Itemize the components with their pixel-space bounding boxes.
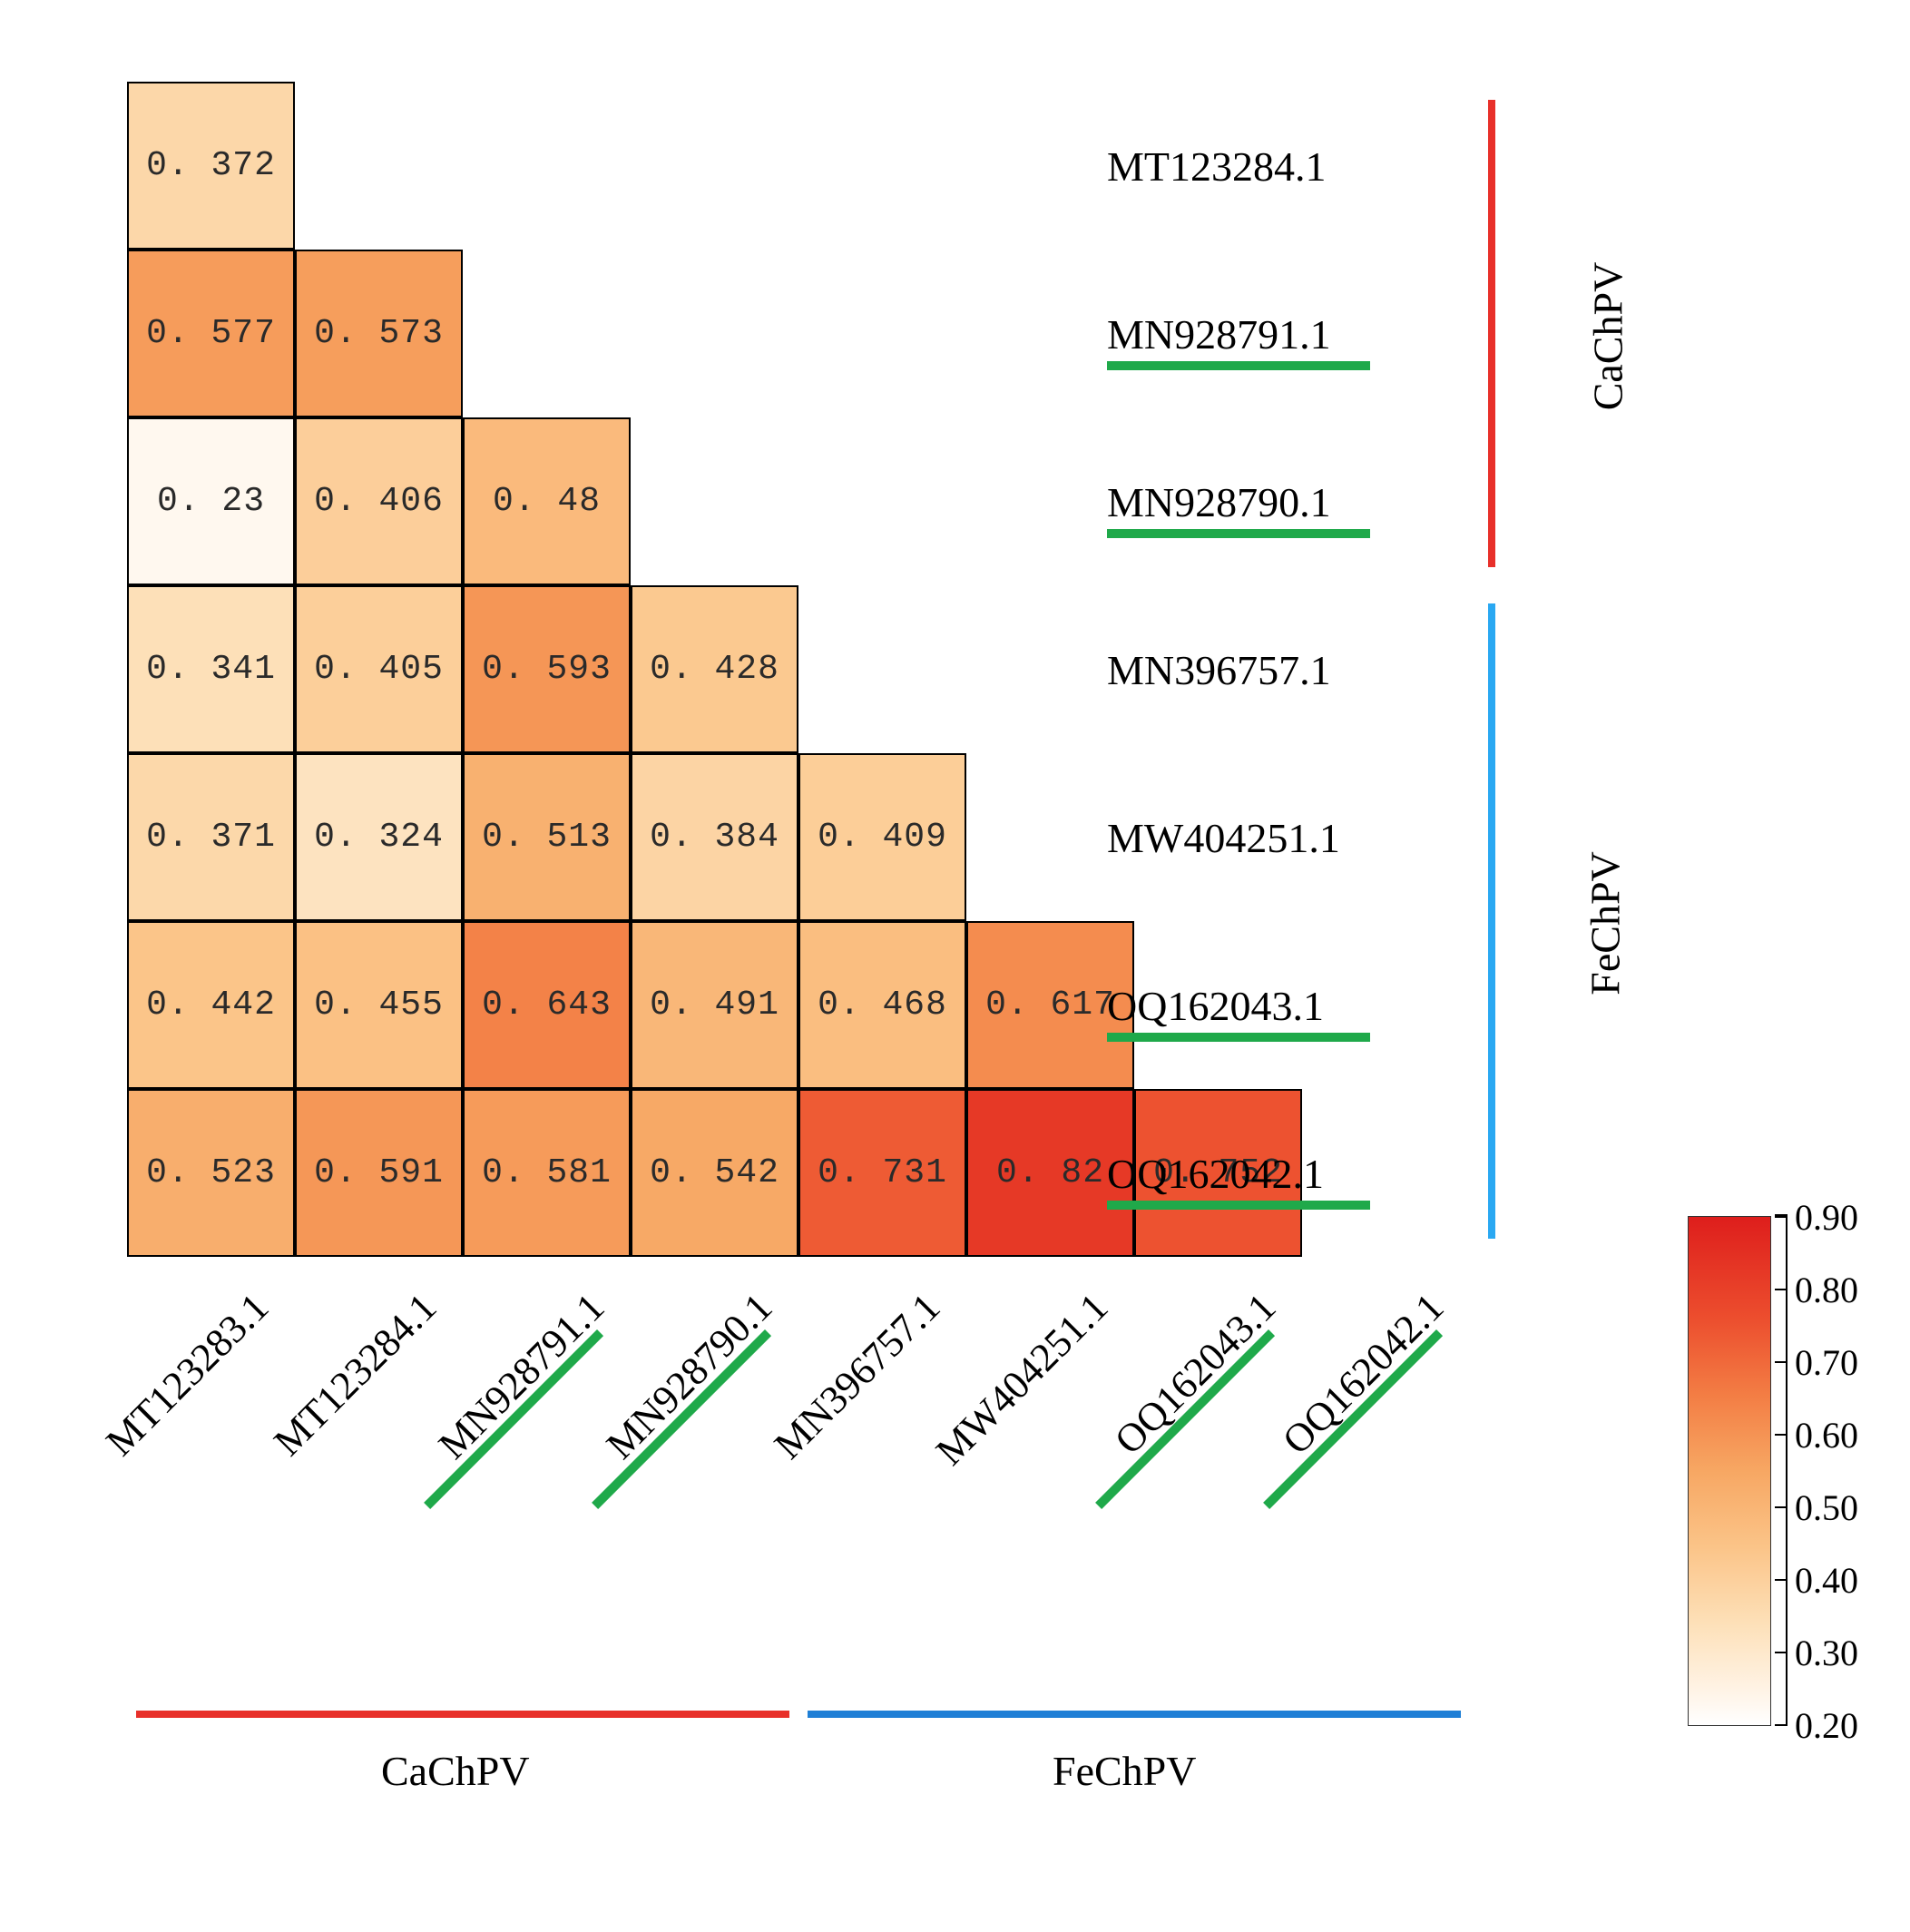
row-label: MW404251.1 [1107,814,1340,862]
heatmap-cell: 0. 324 [295,753,463,921]
col-label: OQ162042.1 [1163,1284,1453,1574]
figure-root: 0. 372 0. 577 0. 573 0. 23 0. 406 0. 48 0. 341… [0,0,1910,1932]
row-label: MN928790.1 [1107,478,1331,526]
heatmap-cell-value: 0. 468 [818,986,947,1025]
heatmap-cell-value: 0. 455 [314,986,444,1025]
heatmap-cell-value: 0. 591 [314,1153,444,1192]
heatmap-cell: 0. 513 [463,753,631,921]
heatmap-cell: 0. 442 [127,921,295,1089]
heatmap-cell: 0. 406 [295,417,463,585]
heatmap-cell: 0. 48 [463,417,631,585]
heatmap-cell: 0. 468 [798,921,966,1089]
heatmap-cell: 0. 371 [127,753,295,921]
heatmap-cell-value: 0. 442 [146,986,276,1025]
row-label-underline [1107,529,1370,538]
heatmap-cell-value: 0. 428 [650,650,779,689]
colorbar-tick [1775,1652,1788,1653]
heatmap-cell-value: 0. 581 [482,1153,612,1192]
colorbar-tick [1775,1579,1788,1581]
heatmap-cell: 0. 523 [127,1089,295,1257]
row-group-bar [1488,100,1495,567]
heatmap-cell: 0. 428 [631,585,798,753]
colorbar-tick [1775,1289,1788,1290]
heatmap-cell: 0. 491 [631,921,798,1089]
colorbar-tick [1775,1216,1788,1218]
colorbar-tick-label: 0.80 [1795,1269,1858,1311]
heatmap-cell: 0. 591 [295,1089,463,1257]
heatmap-cell: 0. 643 [463,921,631,1089]
colorbar-tick [1775,1506,1788,1508]
colorbar-tick [1775,1434,1788,1436]
heatmap-cell-value: 0. 384 [650,818,779,857]
col-group-bar [136,1711,789,1718]
col-label: MT123283.1 [0,1284,278,1574]
heatmap-cell: 0. 341 [127,585,295,753]
heatmap-cell-value: 0. 593 [482,650,612,689]
row-label: OQ162042.1 [1107,1150,1324,1198]
row-label-underline [1107,1201,1370,1210]
colorbar-tick [1775,1724,1788,1726]
row-group-bar [1488,603,1495,1239]
colorbar-tick-label: 0.20 [1795,1704,1858,1747]
heatmap-cell: 0. 593 [463,585,631,753]
col-label: MN928791.1 [324,1284,613,1574]
col-label: OQ162043.1 [995,1284,1285,1574]
heatmap-cell: 0. 581 [463,1089,631,1257]
heatmap-cell-value: 0. 82 [996,1153,1104,1192]
col-group-bar [808,1711,1461,1718]
heatmap-cell-value: 0. 409 [818,818,947,857]
col-label: MN396757.1 [660,1284,949,1574]
col-group-label: CaChPV [381,1747,530,1795]
heatmap-cell: 0. 384 [631,753,798,921]
heatmap-cell-value: 0. 573 [314,314,444,353]
heatmap-cell-value: 0. 48 [493,482,601,521]
heatmap-cell-value: 0. 23 [157,482,265,521]
colorbar-tick [1775,1361,1788,1363]
colorbar-tick-label: 0.50 [1795,1486,1858,1529]
row-label: MT123284.1 [1107,142,1327,191]
heatmap-cell-value: 0. 577 [146,314,276,353]
heatmap-cell: 0. 542 [631,1089,798,1257]
colorbar-bracket-side [1786,1214,1788,1726]
heatmap-cell-value: 0. 542 [650,1153,779,1192]
row-label-underline [1107,361,1370,370]
colorbar-tick-label: 0.40 [1795,1559,1858,1602]
heatmap-cell-value: 0. 372 [146,146,276,185]
heatmap-cell: 0. 577 [127,250,295,417]
row-label: MN928791.1 [1107,310,1331,358]
heatmap-cell: 0. 731 [798,1089,966,1257]
colorbar-tick-label: 0.30 [1795,1632,1858,1674]
row-label-underline [1107,1033,1370,1042]
colorbar-tick-label: 0.60 [1795,1414,1858,1456]
heatmap-cell: 0. 455 [295,921,463,1089]
row-label: MN396757.1 [1107,646,1331,694]
colorbar [1688,1216,1771,1726]
heatmap-cell-value: 0. 523 [146,1153,276,1192]
heatmap-cell-value: 0. 491 [650,986,779,1025]
heatmap-cell: 0. 405 [295,585,463,753]
heatmap-cell-value: 0. 406 [314,482,444,521]
heatmap-cell: 0. 409 [798,753,966,921]
heatmap-cell: 0. 23 [127,417,295,585]
heatmap-cell-value: 0. 405 [314,650,444,689]
heatmap-cell-value: 0. 324 [314,818,444,857]
row-group-label: FeChPV [1582,851,1630,995]
heatmap-cell-value: 0. 617 [985,986,1115,1025]
row-label: OQ162043.1 [1107,982,1324,1030]
heatmap-cell: 0. 372 [127,82,295,250]
heatmap-cell-value: 0. 371 [146,818,276,857]
heatmap-cell: 0. 573 [295,250,463,417]
row-group-label: CaChPV [1583,261,1631,410]
heatmap-cell-value: 0. 731 [818,1153,947,1192]
colorbar-tick-label: 0.70 [1795,1341,1858,1384]
col-label: MN928790.1 [492,1284,781,1574]
col-label: MT123284.1 [156,1284,446,1574]
colorbar-tick-label: 0.90 [1795,1196,1858,1239]
col-group-label: FeChPV [1053,1747,1196,1795]
heatmap-cell-value: 0. 341 [146,650,276,689]
heatmap-cell-value: 0. 643 [482,986,612,1025]
heatmap-cell-value: 0. 513 [482,818,612,857]
col-label: MW404251.1 [828,1284,1117,1574]
